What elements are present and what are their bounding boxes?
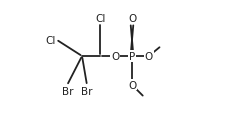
Text: Br: Br — [81, 86, 92, 96]
Text: Cl: Cl — [95, 14, 105, 24]
Text: Cl: Cl — [45, 35, 56, 45]
Text: P: P — [128, 52, 135, 61]
Text: O: O — [127, 14, 135, 24]
Text: O: O — [144, 52, 152, 61]
Text: O: O — [110, 52, 119, 61]
Text: O: O — [127, 80, 135, 90]
Text: Br: Br — [61, 86, 73, 96]
